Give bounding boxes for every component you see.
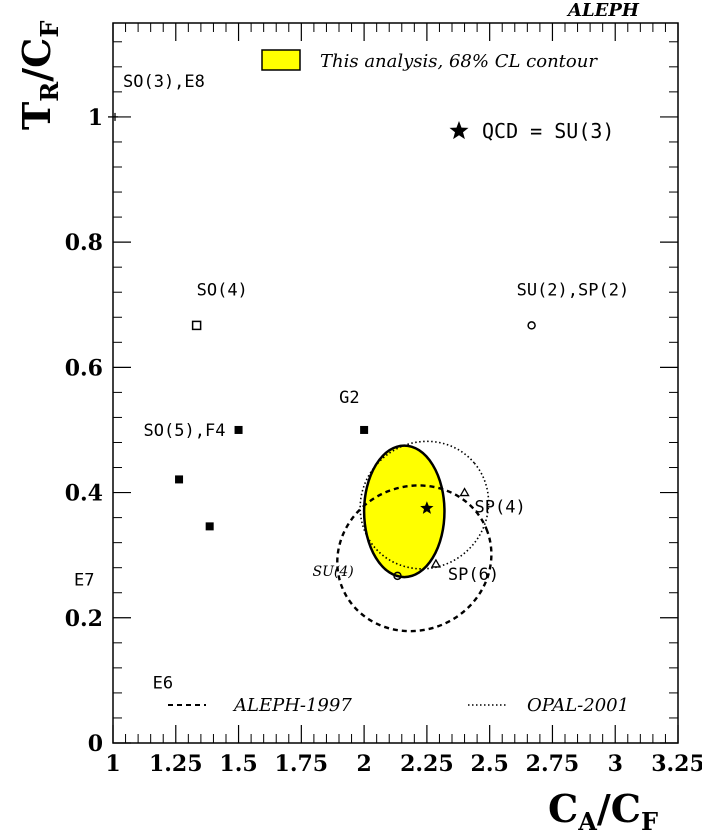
plot-frame-group [112,22,679,744]
y-axis-title-sub1: R [35,81,64,102]
legend-label-aleph-1997: ALEPH-1997 [232,695,352,716]
x-tick-label: 3.25 [651,751,702,777]
x-tick-label: 3 [608,751,623,777]
point-label: E7 [74,570,94,590]
qcd-star-marker [420,501,434,514]
point-label: SU(2),SP(2) [517,280,630,300]
point-label: E6 [153,673,173,693]
x-axis-title-sub2: F [641,807,658,836]
point-label: SU(4) [313,564,354,580]
point-group: SO(3),E8 SO(4) SU(2),SP(2) G2 SO(5),F4 E7 E6 SU… [74,72,629,693]
marker-e7 [175,475,184,484]
x-tick-label: 2.75 [526,751,580,777]
y-axis-title-sub2: F [35,21,64,38]
marker-so-4- [191,320,202,331]
contour-group [336,440,493,633]
y-tick-label: 0.8 [65,230,103,256]
legend-label-qcd: QCD = SU(3) [482,119,614,143]
x-axis-title-slash: /C [597,786,641,831]
tick-group: 1 1.25 1.5 1.75 2 2.25 2.5 2.75 3 3.25 0 0.2 0.4 0.6 0… [65,23,702,777]
marker-su-2-sp-2- [527,321,536,330]
y-tick-label: 0 [88,731,103,757]
contour-dotted [359,440,490,570]
y-tick-label: 0.4 [65,481,103,507]
x-axis-title-main: C [548,786,578,831]
y-tick-label: 0.6 [65,355,103,381]
legend-qcd-star [449,121,469,140]
plot-frame [112,22,679,744]
point-label: SO(4) [197,280,248,300]
x-tick-label: 1.5 [219,751,257,777]
marker-e6 [205,522,214,531]
contour-dashed [336,484,493,633]
point-label: SP(6) [448,565,499,585]
legend-label-this-analysis: This analysis, 68% CL contour [320,51,598,72]
x-tick-label: 1.25 [149,751,203,777]
x-tick-label: 2.25 [400,751,454,777]
x-tick-label: 2 [356,751,371,777]
marker-sp-6- [430,558,442,568]
marker-g2 [360,425,369,434]
x-axis-title-sub1: A [577,807,597,836]
legend-swatch-this-analysis [261,49,301,71]
x-tick-label: 2.5 [471,751,509,777]
marker-sp-4- [459,487,470,497]
y-axis-title: TR/CF [14,21,64,130]
legend-label-opal-2001: OPAL-2001 [527,695,629,716]
point-label: SO(5),F4 [144,421,226,441]
y-tick-label: 1 [88,105,103,131]
corner-label: ALEPH [566,0,640,21]
legend-group: This analysis, 68% CL contour QCD = SU(3)… [168,49,629,716]
x-tick-label: 1 [105,751,120,777]
y-axis-title-slash: /C [14,38,59,82]
point-label: G2 [339,388,359,408]
point-label: SO(3),E8 [123,72,205,92]
point-label: SP(4) [475,498,526,518]
y-axis-title-main: T [14,102,59,130]
marker-su-4- [393,571,402,581]
y-tick-label: 0.2 [65,606,103,632]
marker-so-5-f4 [234,425,243,434]
x-tick-label: 1.75 [275,751,329,777]
x-axis-title: CA/CF [548,786,658,836]
